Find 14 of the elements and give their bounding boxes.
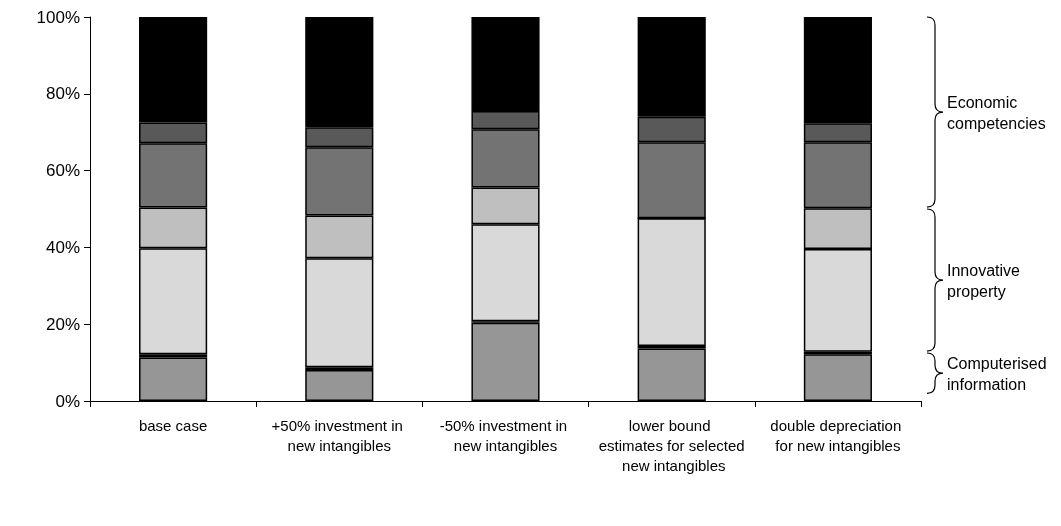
x-tick-label: +50% investment in new intangibles	[271, 416, 408, 454]
text: Computerised information	[947, 355, 1052, 394]
text: Innovative property	[947, 262, 1025, 301]
y-tick-label: 0%	[55, 391, 80, 411]
y-tick-label: 100%	[36, 7, 80, 27]
y-tick-label: 60%	[45, 161, 80, 181]
y-tick-label: 40%	[45, 237, 80, 257]
x-tick-label: -50% investment in new intangibles	[439, 416, 572, 454]
x-tick-label: base case	[138, 416, 208, 434]
x-tick-label: double depreciation for new intangibles	[770, 416, 906, 454]
text: Economic competencies	[947, 94, 1046, 133]
y-tick-label: 20%	[45, 314, 80, 334]
y-tick-label: 80%	[45, 84, 80, 104]
x-tick-label: lower bound estimates for selected new intangibles	[598, 416, 745, 474]
